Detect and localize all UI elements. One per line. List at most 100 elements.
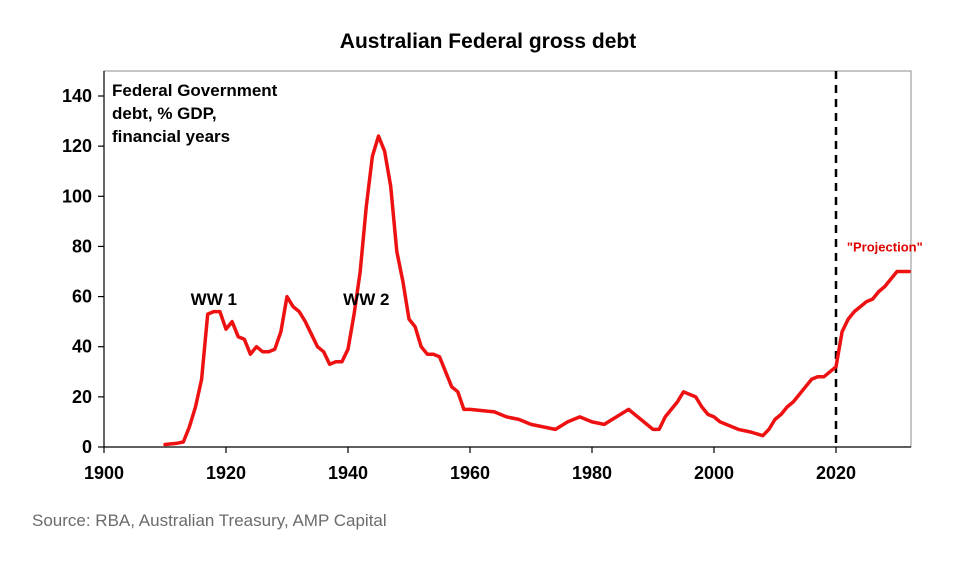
data-point [828, 370, 831, 373]
data-point [371, 155, 374, 158]
data-point [505, 415, 508, 418]
data-point [786, 405, 789, 408]
data-point [889, 278, 892, 281]
data-point [249, 353, 252, 356]
data-point [200, 378, 203, 381]
data-point [658, 428, 661, 431]
data-point [841, 330, 844, 333]
x-tick-label: 1980 [572, 463, 612, 483]
data-point [792, 400, 795, 403]
y-tick-label: 60 [72, 287, 92, 307]
data-point [481, 409, 484, 412]
data-point [603, 423, 606, 426]
data-point [896, 270, 899, 273]
data-point [261, 350, 264, 353]
data-point [615, 415, 618, 418]
data-point [328, 363, 331, 366]
data-point [780, 413, 783, 416]
chart-annotations: WW 1 WW 2 "Projection" [191, 239, 923, 309]
data-point [279, 330, 282, 333]
data-point [652, 428, 655, 431]
data-point [774, 418, 777, 421]
data-point [725, 423, 728, 426]
inner-series-label: Federal Government debt, % GDP, financial … [112, 81, 278, 146]
data-point [719, 420, 722, 423]
data-point [883, 285, 886, 288]
data-point [383, 150, 386, 153]
data-point [206, 313, 209, 316]
data-point [164, 443, 167, 446]
source-note: Source: RBA, Australian Treasury, AMP Ca… [32, 511, 387, 530]
data-point [444, 370, 447, 373]
data-point [243, 338, 246, 341]
y-tick-label: 80 [72, 236, 92, 256]
data-point [713, 415, 716, 418]
data-point [578, 415, 581, 418]
y-tick-label: 40 [72, 337, 92, 357]
data-point [450, 385, 453, 388]
data-point [395, 250, 398, 253]
y-tick-label: 120 [62, 136, 92, 156]
data-point [908, 270, 911, 273]
data-point [737, 428, 740, 431]
data-point [365, 205, 368, 208]
data-point [359, 270, 362, 273]
x-tick-label: 1920 [206, 463, 246, 483]
war-annotation: WW 2 [343, 290, 389, 309]
data-point [835, 365, 838, 368]
data-point [469, 408, 472, 411]
data-point [591, 420, 594, 423]
x-tick-label: 2020 [816, 463, 856, 483]
data-point [810, 378, 813, 381]
data-point [554, 428, 557, 431]
data-point [316, 345, 319, 348]
x-tick-label: 2000 [694, 463, 734, 483]
data-point [298, 310, 301, 313]
data-point [871, 298, 874, 301]
inner-label-line: financial years [112, 127, 230, 146]
data-point [706, 413, 709, 416]
data-point [176, 442, 179, 445]
data-point [322, 350, 325, 353]
inner-label-line: Federal Government [112, 81, 278, 100]
chart-title: Australian Federal gross debt [339, 30, 637, 53]
data-point [377, 135, 380, 138]
data-point [456, 390, 459, 393]
data-point [847, 318, 850, 321]
data-point [700, 405, 703, 408]
data-point [426, 353, 429, 356]
data-point [340, 360, 343, 363]
data-point [389, 185, 392, 188]
data-point [877, 290, 880, 293]
data-point [542, 425, 545, 428]
data-point [408, 318, 411, 321]
data-point [218, 310, 221, 313]
data-point [859, 305, 862, 308]
data-point [822, 375, 825, 378]
data-point [438, 355, 441, 358]
data-point [627, 408, 630, 411]
data-point [212, 310, 215, 313]
data-point [517, 418, 520, 421]
data-point [682, 390, 685, 393]
data-point [816, 375, 819, 378]
data-point [688, 393, 691, 396]
data-point [188, 425, 191, 428]
data-point [304, 320, 307, 323]
data-point [267, 350, 270, 353]
data-point [414, 325, 417, 328]
data-point [237, 335, 240, 338]
data-point [694, 395, 697, 398]
data-point [286, 295, 289, 298]
data-point [255, 345, 258, 348]
inner-label-line: debt, % GDP, [112, 104, 217, 123]
y-tick-label: 0 [82, 437, 92, 457]
x-tick-label: 1940 [328, 463, 368, 483]
data-point [292, 305, 295, 308]
data-point [194, 405, 197, 408]
data-point [334, 360, 337, 363]
x-tick-label: 1960 [450, 463, 490, 483]
data-point [676, 400, 679, 403]
x-axis: 1900 1920 1940 1960 1980 2000 2020 [84, 446, 911, 483]
debt-series-line [163, 134, 911, 447]
